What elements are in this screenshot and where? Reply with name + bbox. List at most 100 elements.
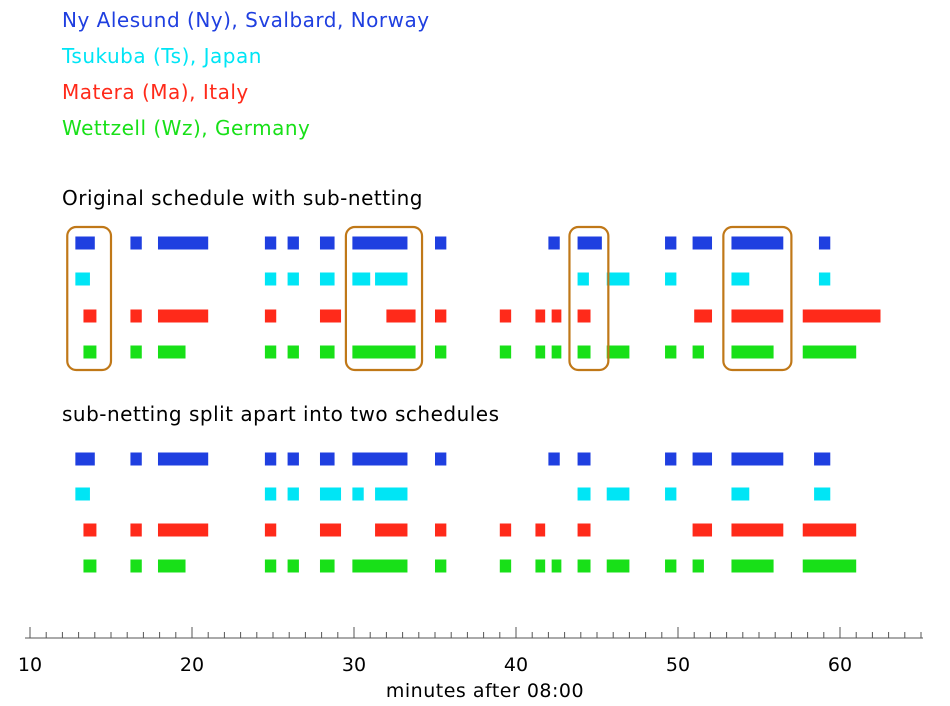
bar-ts-p2-3 (319, 487, 342, 501)
x-tick-label-30: 30 (342, 654, 366, 676)
bar-wz-p2-6 (352, 559, 408, 573)
bar-ma-p2-7 (499, 523, 512, 537)
bar-ny-p2-0 (75, 452, 95, 466)
bar-wz-p1-5 (319, 345, 335, 359)
bar-wz-p1-4 (287, 345, 299, 359)
bar-ma-p2-0 (83, 523, 97, 537)
bar-ma-p2-5 (375, 523, 408, 537)
bar-ts-p1-4 (352, 272, 371, 286)
bar-ts-p1-1 (264, 272, 277, 286)
bar-ny-p1-12 (731, 236, 784, 250)
bar-ma-p2-6 (435, 523, 447, 537)
subnet-box-1 (66, 225, 113, 372)
bar-wz-p1-7 (435, 345, 447, 359)
bar-wz-p2-12 (606, 559, 630, 573)
bar-wz-p2-5 (319, 559, 335, 573)
bar-ny-p1-3 (264, 236, 277, 250)
bar-ma-p2-4 (319, 523, 342, 537)
bar-ny-p1-10 (665, 236, 677, 250)
bar-ny-p2-5 (319, 452, 335, 466)
panel-title-original: Original schedule with sub-netting (62, 186, 423, 210)
x-tick-label-60: 60 (828, 654, 852, 676)
bar-wz-p1-13 (665, 345, 677, 359)
bar-ny-p2-6 (352, 452, 408, 466)
bar-wz-p1-2 (157, 345, 186, 359)
bar-ma-p2-2 (157, 523, 209, 537)
bar-ma-p1-13 (802, 309, 881, 323)
bar-wz-p1-10 (551, 345, 562, 359)
bar-ny-p2-10 (665, 452, 677, 466)
bar-ma-p2-11 (731, 523, 784, 537)
bar-wz-p2-15 (731, 559, 774, 573)
bar-ny-p1-5 (319, 236, 335, 250)
bar-wz-p2-4 (287, 559, 299, 573)
bar-ny-p2-12 (731, 452, 784, 466)
bar-ny-p1-13 (818, 236, 831, 250)
bar-ts-p2-5 (375, 487, 408, 501)
bar-ny-p1-8 (548, 236, 560, 250)
legend-item-wettzell: Wettzell (Wz), Germany (62, 116, 311, 140)
bar-wz-p2-16 (802, 559, 857, 573)
x-axis-title: minutes after 08:00 (385, 680, 585, 702)
bar-ts-p2-8 (665, 487, 677, 501)
bar-ny-p1-7 (435, 236, 447, 250)
bar-wz-p2-13 (665, 559, 677, 573)
bar-ny-p2-3 (264, 452, 277, 466)
bar-ts-p1-6 (577, 272, 589, 286)
bar-ts-p1-9 (731, 272, 750, 286)
bar-ny-p2-1 (130, 452, 142, 466)
bar-wz-p2-14 (692, 559, 704, 573)
bar-ts-p1-3 (319, 272, 335, 286)
bar-ts-p1-8 (665, 272, 677, 286)
bar-ny-p1-6 (352, 236, 408, 250)
bar-ts-p2-10 (814, 487, 831, 501)
bar-ma-p2-12 (802, 523, 857, 537)
x-tick-label-10: 10 (18, 654, 42, 676)
bar-ts-p2-4 (352, 487, 364, 501)
bar-ts-p1-2 (287, 272, 299, 286)
bar-ma-p2-1 (130, 523, 142, 537)
bar-ts-p2-7 (606, 487, 630, 501)
bar-ma-p1-6 (435, 309, 447, 323)
bar-ny-p2-4 (287, 452, 299, 466)
panel-title-split: sub-netting split apart into two schedul… (62, 402, 500, 426)
bar-ny-p2-2 (157, 452, 209, 466)
bar-wz-p1-12 (606, 345, 630, 359)
x-tick-label-40: 40 (504, 654, 528, 676)
bar-ma-p1-1 (130, 309, 142, 323)
bar-wz-p1-3 (264, 345, 277, 359)
bar-ny-p1-1 (130, 236, 142, 250)
bar-ts-p1-5 (375, 272, 408, 286)
subnet-box-4 (722, 225, 793, 372)
bar-wz-p2-10 (551, 559, 562, 573)
x-tick-label-20: 20 (180, 654, 204, 676)
bar-wz-p1-8 (499, 345, 512, 359)
bar-ts-p2-9 (731, 487, 750, 501)
bar-ny-p2-7 (435, 452, 447, 466)
subnet-box-2 (344, 225, 424, 372)
bar-ts-p1-0 (75, 272, 90, 286)
subnet-box-3 (568, 225, 610, 372)
bar-ma-p1-0 (83, 309, 97, 323)
bar-ma-p1-12 (731, 309, 784, 323)
bar-ny-p2-8 (548, 452, 560, 466)
x-tick-label-50: 50 (666, 654, 690, 676)
bar-wz-p2-2 (157, 559, 186, 573)
bar-ts-p2-6 (577, 487, 591, 501)
bar-ma-p2-3 (264, 523, 277, 537)
bar-ma-p1-5 (386, 309, 416, 323)
bar-wz-p1-9 (535, 345, 546, 359)
bar-ny-p1-9 (577, 236, 602, 250)
bar-wz-p1-0 (83, 345, 97, 359)
bar-ny-p1-2 (157, 236, 209, 250)
bar-ny-p1-11 (692, 236, 713, 250)
bar-wz-p2-3 (264, 559, 277, 573)
bar-ma-p2-9 (577, 523, 591, 537)
bar-ma-p1-3 (264, 309, 277, 323)
bar-ny-p1-4 (287, 236, 299, 250)
bar-ny-p2-9 (577, 452, 591, 466)
bar-ma-p2-10 (692, 523, 713, 537)
bar-wz-p1-14 (692, 345, 704, 359)
bar-wz-p1-11 (577, 345, 591, 359)
